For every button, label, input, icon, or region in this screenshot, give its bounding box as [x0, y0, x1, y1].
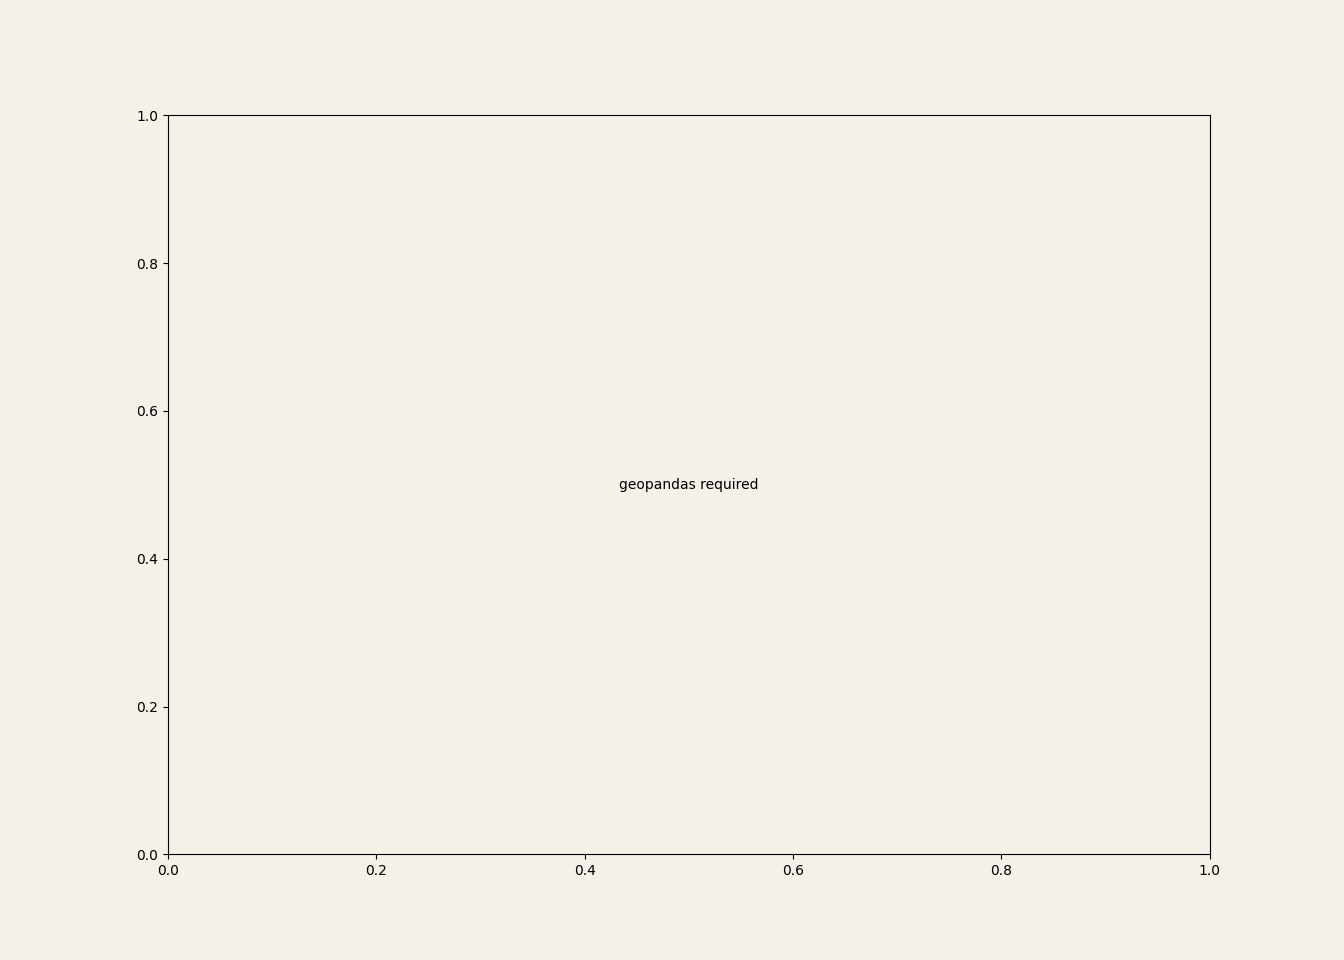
Text: geopandas required: geopandas required [620, 478, 758, 492]
